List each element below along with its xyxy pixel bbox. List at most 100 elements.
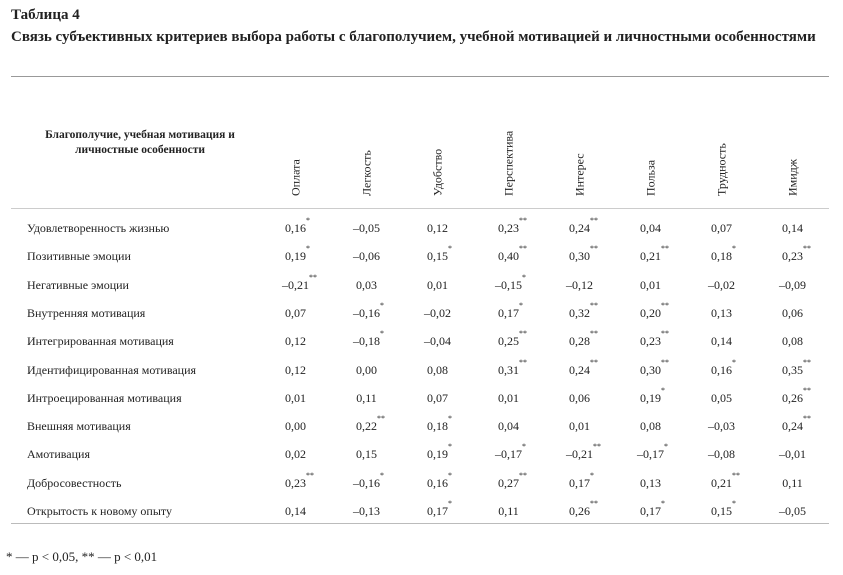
table-cell: 0,24 ** xyxy=(544,216,615,236)
cell-value: 0,19 xyxy=(640,390,661,405)
column-header: Оплата xyxy=(260,100,331,196)
significance-marker: ** xyxy=(309,272,317,282)
cell-value: 0,17 xyxy=(569,475,590,490)
row-label: Амотивация xyxy=(27,447,90,462)
cell-value: 0,13 xyxy=(711,305,732,320)
table-cell: –0,17 * xyxy=(615,442,686,462)
cell-value: 0,16 xyxy=(285,221,306,235)
cell-value: –0,02 xyxy=(708,277,735,292)
cell-value: 0,05 xyxy=(711,390,732,405)
table-cell: 0,16 * xyxy=(402,471,473,491)
table-cell: 0,07 xyxy=(402,391,473,406)
significance-marker: ** xyxy=(590,300,598,310)
table-cell: 0,05 xyxy=(686,391,757,406)
cell-value: –0,05 xyxy=(779,504,806,518)
cell-value: 0,24 xyxy=(569,362,590,377)
cell-value: 0,06 xyxy=(782,305,803,320)
table-title: Таблица 4 Связь субъективных критериев в… xyxy=(11,4,831,48)
cell-value: 0,31 xyxy=(498,362,519,377)
table-cell: 0,01 xyxy=(544,419,615,434)
significance-marker: ** xyxy=(519,244,527,254)
cell-value: –0,16 xyxy=(353,305,380,320)
cell-value: –0,21 xyxy=(282,277,309,292)
row-label: Интегрированная мотивация xyxy=(27,334,174,349)
cell-value: 0,04 xyxy=(640,221,661,235)
cell-value: –0,02 xyxy=(424,305,451,320)
significance-marker: ** xyxy=(590,357,598,367)
header-rule xyxy=(11,208,829,209)
table-cell: 0,01 xyxy=(402,278,473,293)
cell-value: 0,08 xyxy=(640,419,661,434)
table-cell: 0,04 xyxy=(473,419,544,434)
bottom-rule xyxy=(11,523,829,524)
table-row: Внутренняя мотивация 0,07 –0,16 * –0,02 0,17 *… xyxy=(11,300,829,328)
table-cell: 0,01 xyxy=(615,278,686,293)
significance-marker: * xyxy=(664,442,668,452)
cell-value: 0,21 xyxy=(640,249,661,264)
cell-value: 0,28 xyxy=(569,334,590,349)
cell-value: –0,17 xyxy=(495,447,522,462)
cell-value: 0,30 xyxy=(569,249,590,264)
table-cell: –0,03 xyxy=(686,419,757,434)
cell-value: –0,17 xyxy=(637,447,664,462)
table-row: Идентифицированная мотивация 0,12 0,00 0,08… xyxy=(11,357,829,385)
table-cell: –0,02 xyxy=(686,278,757,293)
row-label: Удовлетворенность жизнью xyxy=(27,221,170,235)
cell-value: 0,24 xyxy=(782,419,803,434)
cell-value: 0,26 xyxy=(569,504,590,518)
cell-value: 0,01 xyxy=(569,419,590,434)
cell-value: –0,06 xyxy=(353,249,380,264)
table-cell: 0,07 xyxy=(686,221,757,236)
cell-value: 0,01 xyxy=(285,390,306,405)
column-header: Интерес xyxy=(544,100,615,196)
table-cell: 0,15 * xyxy=(686,499,757,519)
significance-marker: * xyxy=(522,272,526,282)
row-label: Идентифицированная мотивация xyxy=(27,362,197,377)
significance-marker: * xyxy=(448,499,452,508)
column-header-label: Польза xyxy=(643,159,657,196)
significance-marker: ** xyxy=(593,442,601,452)
column-header-label: Перспектива xyxy=(501,130,515,196)
cell-value: 0,18 xyxy=(427,419,448,434)
column-header: Имидж xyxy=(757,100,828,196)
cell-value: –0,18 xyxy=(353,334,380,349)
row-label: Внутренняя мотивация xyxy=(27,305,146,320)
table-row: Амотивация 0,02 0,15 0,19 * –0,17 * –0,21 ** –0,1… xyxy=(11,441,829,469)
table-cell: 0,24 ** xyxy=(757,414,828,434)
table-cell: 0,07 xyxy=(260,306,331,321)
significance-marker: * xyxy=(380,300,384,310)
cell-value: 0,01 xyxy=(427,277,448,292)
cell-value: 0,17 xyxy=(498,305,519,320)
cell-value: 0,17 xyxy=(427,504,448,518)
table-cell: 0,32 ** xyxy=(544,301,615,321)
significance-marker: * xyxy=(732,244,736,254)
cell-value: 0,06 xyxy=(569,390,590,405)
table-cell: 0,04 xyxy=(615,221,686,236)
significance-marker: ** xyxy=(803,385,811,395)
cell-value: 0,12 xyxy=(285,334,306,349)
column-header-label: Легкость xyxy=(359,150,373,196)
table-cell: –0,18 * xyxy=(331,329,402,349)
table-cell: 0,11 xyxy=(757,476,828,491)
table-cell: –0,15 * xyxy=(473,273,544,293)
table-cell: 0,22 ** xyxy=(331,414,402,434)
table-caption: Связь субъективных критериев выбора рабо… xyxy=(11,29,816,45)
column-header-label: Имидж xyxy=(785,158,799,196)
cell-value: 0,30 xyxy=(640,362,661,377)
cell-value: 0,26 xyxy=(782,390,803,405)
table-cell: 0,12 xyxy=(260,363,331,378)
cell-value: –0,08 xyxy=(708,447,735,462)
significance-marker: ** xyxy=(803,414,811,424)
significance-marker: * xyxy=(661,385,665,395)
table-row: Внешняя мотивация 0,00 0,22 ** 0,18 * 0,04 0,01… xyxy=(11,413,829,441)
cell-value: 0,18 xyxy=(711,249,732,264)
table-cell: 0,00 xyxy=(331,363,402,378)
table-cell: 0,14 xyxy=(686,334,757,349)
table-cell: 0,08 xyxy=(757,334,828,349)
cell-value: 0,21 xyxy=(711,475,732,490)
cell-value: 0,01 xyxy=(640,277,661,292)
table-cell: 0,06 xyxy=(757,306,828,321)
cell-value: –0,05 xyxy=(353,221,380,235)
table-cell: 0,13 xyxy=(615,476,686,491)
table-cell: 0,18 * xyxy=(402,414,473,434)
